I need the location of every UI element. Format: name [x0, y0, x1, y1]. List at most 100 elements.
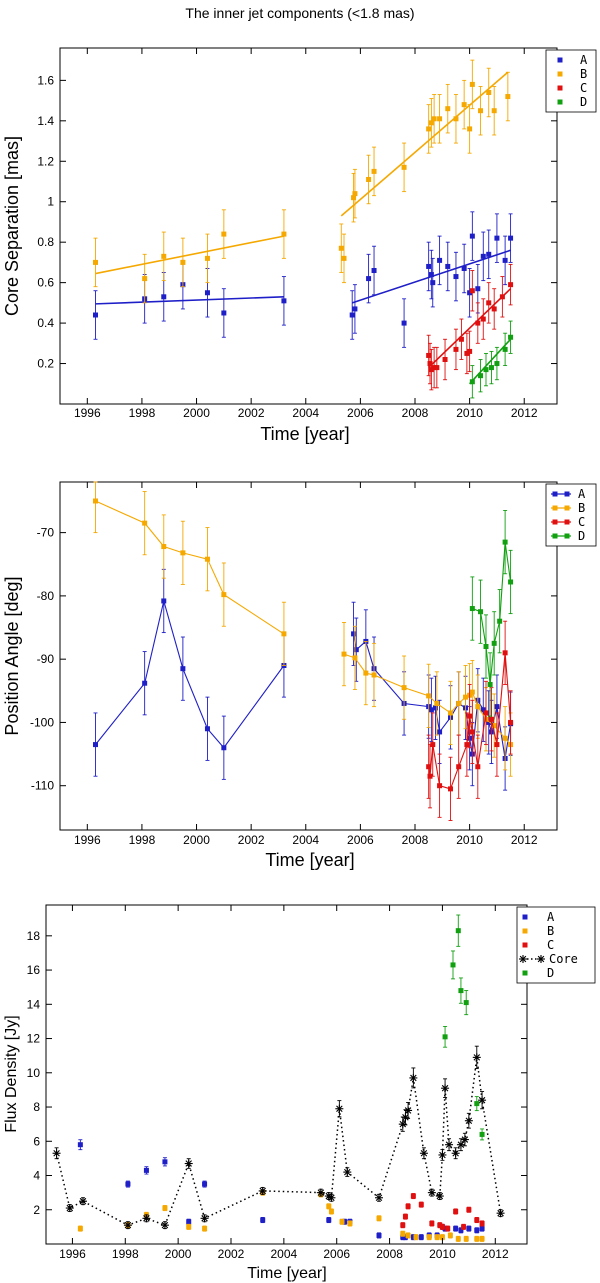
legend-marker [564, 533, 570, 539]
series-c [426, 620, 514, 821]
data-point-a [376, 1232, 382, 1238]
panel-separation: 1996 1998 2000 2002 2004 2006 2008 2010 2012 0.2 0… [2, 47, 597, 444]
data-point-b [204, 255, 210, 261]
data-point-a [428, 707, 434, 713]
data-point-b [455, 1236, 461, 1242]
data-point-b [281, 231, 287, 237]
x-tick-label: 2004 [292, 406, 319, 420]
data-point-a [467, 290, 473, 296]
data-point-c [437, 783, 443, 789]
data-point-a [445, 263, 451, 269]
data-point-b [478, 108, 484, 114]
legend-label: C [580, 81, 587, 95]
legend-marker [552, 533, 558, 539]
data-point-a [428, 272, 434, 278]
data-point-c [479, 1220, 485, 1226]
data-point-a [480, 253, 486, 259]
star-stroke [402, 1114, 409, 1121]
ticks-flux-density: 1996 1998 2000 2002 2004 2006 2008 2010 2012 2 4 6 8… [27, 905, 527, 1261]
x-tick-label: 2000 [165, 1247, 192, 1261]
legend-marker [552, 491, 558, 497]
x-tick-label: 2006 [347, 406, 374, 420]
legend-marker [564, 519, 570, 525]
data-point-d [487, 681, 493, 687]
legend-label: D [578, 529, 585, 543]
data-point-b [475, 704, 481, 710]
data-point-b [366, 176, 372, 182]
legend-marker [557, 57, 563, 63]
x-tick-label: 2008 [402, 833, 429, 847]
data-point-core [316, 1188, 325, 1197]
series-core [52, 1045, 505, 1230]
data-point-core [335, 1104, 344, 1113]
data-point-b [180, 259, 186, 265]
data-point-d [469, 379, 475, 385]
star-stroke [428, 1189, 436, 1196]
data-point-a [453, 274, 459, 280]
data-point-core [52, 1149, 61, 1158]
fit-line-d [469, 338, 512, 385]
y-tick-label: 18 [27, 929, 41, 943]
series-d [469, 320, 514, 399]
y-tick-label: 2 [33, 1203, 40, 1217]
data-point-c [475, 764, 481, 770]
legend-item: B [551, 501, 585, 515]
y-tick-label: 0.2 [37, 357, 54, 371]
data-point-a [125, 1181, 131, 1187]
data-point-a [486, 719, 492, 725]
data-point-b [456, 700, 462, 706]
star-stroke [519, 955, 527, 963]
data-point-b [401, 685, 407, 691]
data-point-b [204, 556, 210, 562]
data-point-b [445, 106, 451, 112]
data-point-core [142, 1214, 151, 1223]
data-point-b [142, 276, 148, 282]
data-point-b [161, 253, 167, 259]
data-point-d [508, 334, 514, 340]
data-point-d [455, 928, 461, 934]
x-tick-label: 2010 [429, 1247, 456, 1261]
data-point-d [502, 346, 508, 352]
data-point-c [464, 742, 470, 748]
data-point-b [453, 116, 459, 122]
data-point-c [434, 365, 440, 371]
legend-marker [557, 99, 563, 105]
data-point-c [453, 346, 459, 352]
data-point-d [478, 373, 484, 379]
data-point-d [494, 361, 500, 367]
data-point-d [483, 644, 489, 650]
star-stroke [79, 1197, 87, 1205]
data-point-b [93, 498, 98, 504]
legend-label: D [547, 966, 554, 980]
star-stroke [537, 955, 545, 963]
data-point-c [480, 316, 486, 322]
legend-marker [557, 71, 563, 77]
data-point-b [180, 550, 186, 556]
data-point-a [494, 704, 500, 710]
data-point-c [437, 1222, 443, 1228]
data-marks-flux-density [52, 914, 505, 1242]
x-tick-label: 2010 [456, 406, 483, 420]
data-point-a [401, 320, 407, 326]
star-stroke [410, 1074, 417, 1082]
x-tick-label: 2008 [402, 406, 429, 420]
fit-line-b [95, 235, 285, 275]
x-tick-label: 1998 [112, 1247, 139, 1261]
fit-line-a [95, 295, 284, 305]
star-stroke [457, 1141, 465, 1148]
data-point-d [469, 606, 475, 612]
x-tick-label: 2004 [271, 1247, 298, 1261]
data-point-a [342, 1219, 348, 1225]
data-point-a [366, 276, 372, 282]
data-point-c [483, 710, 489, 716]
data-point-d [497, 618, 503, 624]
series-c [400, 1193, 485, 1232]
series-b [93, 59, 511, 304]
star-stroke [445, 1141, 453, 1148]
star-stroke [66, 1204, 74, 1212]
data-point-a [426, 263, 432, 269]
data-point-b [371, 168, 377, 174]
legend-label: A [547, 910, 555, 924]
